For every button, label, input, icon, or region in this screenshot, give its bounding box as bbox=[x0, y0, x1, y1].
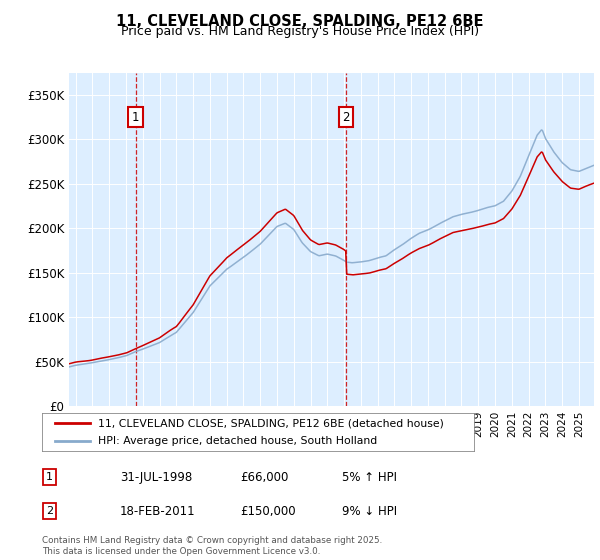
Text: 2: 2 bbox=[343, 111, 350, 124]
Text: £66,000: £66,000 bbox=[240, 470, 289, 484]
Text: 31-JUL-1998: 31-JUL-1998 bbox=[120, 470, 192, 484]
Text: HPI: Average price, detached house, South Holland: HPI: Average price, detached house, Sout… bbox=[98, 436, 377, 446]
Text: 1: 1 bbox=[46, 472, 53, 482]
Text: Price paid vs. HM Land Registry's House Price Index (HPI): Price paid vs. HM Land Registry's House … bbox=[121, 25, 479, 38]
Text: 1: 1 bbox=[132, 111, 140, 124]
Text: 11, CLEVELAND CLOSE, SPALDING, PE12 6BE (detached house): 11, CLEVELAND CLOSE, SPALDING, PE12 6BE … bbox=[98, 418, 444, 428]
Text: Contains HM Land Registry data © Crown copyright and database right 2025.
This d: Contains HM Land Registry data © Crown c… bbox=[42, 536, 382, 556]
Text: 5% ↑ HPI: 5% ↑ HPI bbox=[342, 470, 397, 484]
Text: 11, CLEVELAND CLOSE, SPALDING, PE12 6BE: 11, CLEVELAND CLOSE, SPALDING, PE12 6BE bbox=[116, 14, 484, 29]
Text: £150,000: £150,000 bbox=[240, 505, 296, 518]
Text: 9% ↓ HPI: 9% ↓ HPI bbox=[342, 505, 397, 518]
Text: 18-FEB-2011: 18-FEB-2011 bbox=[120, 505, 196, 518]
Text: 2: 2 bbox=[46, 506, 53, 516]
